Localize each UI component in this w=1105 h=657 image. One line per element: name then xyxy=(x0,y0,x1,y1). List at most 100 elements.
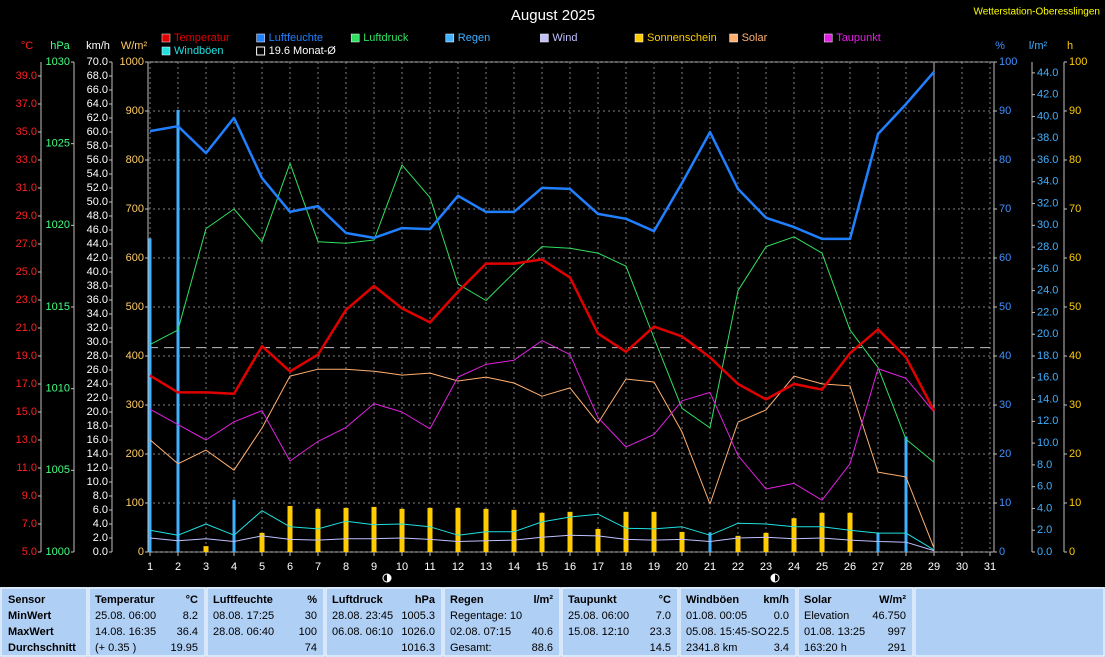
legend-label: Solar xyxy=(742,32,768,44)
series-line xyxy=(149,70,935,241)
y-tick-label: 0 xyxy=(138,546,144,558)
x-tick-label: 10 xyxy=(396,561,408,573)
x-tick-label: 12 xyxy=(452,561,464,573)
y-tick-label: 24.0 xyxy=(1037,285,1058,297)
series-line xyxy=(149,534,935,552)
bar xyxy=(735,535,741,552)
cell-value: 14.5 xyxy=(650,642,671,654)
legend-swatch xyxy=(729,33,738,43)
legend-swatch xyxy=(161,46,171,56)
y-tick-label: 60.0 xyxy=(87,126,108,138)
summary-cell xyxy=(206,587,325,657)
cell-value: 40.6 xyxy=(532,626,553,638)
legend-label: Regen xyxy=(458,32,490,44)
cell-value: 997 xyxy=(888,626,906,638)
y-tick-label: 100 xyxy=(1069,56,1087,68)
column-unit: °C xyxy=(659,594,671,606)
summary-cell xyxy=(914,587,1105,657)
cell-value: 8.2 xyxy=(183,610,198,622)
bar xyxy=(847,512,853,552)
y-tick-label: 10.0 xyxy=(1037,437,1058,449)
legend-label: 19.6 Monat-Ø xyxy=(269,45,337,57)
bar xyxy=(176,109,180,553)
y-tick-label: 46.0 xyxy=(87,224,108,236)
column-header: Luftfeuchte xyxy=(213,594,273,606)
column-header: Luftdruck xyxy=(332,594,384,606)
bar xyxy=(595,528,601,552)
bar xyxy=(315,508,321,552)
y-tick-label: 0 xyxy=(999,546,1005,558)
x-tick-label: 22 xyxy=(732,561,744,573)
bar xyxy=(455,507,461,552)
summary-cell xyxy=(797,587,914,657)
y-tick-label: 80 xyxy=(999,154,1011,166)
y-tick-label: 19.0 xyxy=(16,350,37,362)
cell-text: 08.08. 17:25 xyxy=(213,610,274,622)
series-line xyxy=(149,340,935,501)
axis-unit: °C xyxy=(21,40,33,52)
summary-cell xyxy=(679,587,797,657)
y-tick-label: 100 xyxy=(999,56,1017,68)
x-tick-label: 19 xyxy=(648,561,660,573)
row-label: MaxWert xyxy=(8,626,54,638)
summary-table: Sensor MinWert MaxWert Durchschnitt Temperat… xyxy=(0,587,1105,657)
summary-cell xyxy=(443,587,561,657)
y-tick-label: 0 xyxy=(1069,546,1075,558)
cell-value: 1016.3 xyxy=(401,642,435,654)
y-tick-label: 8.0 xyxy=(1037,459,1052,471)
row-label: Sensor xyxy=(8,594,46,606)
y-tick-label: 2.0 xyxy=(93,532,108,544)
y-tick-label: 33.0 xyxy=(16,154,37,166)
bar xyxy=(203,546,209,552)
cell-text: 2341.8 km xyxy=(686,642,737,654)
y-tick-label: 40 xyxy=(1069,350,1081,362)
legend-swatch xyxy=(161,33,171,43)
summary-cell xyxy=(88,587,206,657)
column-header: Windböen xyxy=(686,594,739,606)
bar xyxy=(427,507,433,552)
y-tick-label: 2.0 xyxy=(1037,524,1052,536)
y-tick-label: 200 xyxy=(126,448,144,460)
x-tick-label: 24 xyxy=(788,561,800,573)
cell-text: 01.08. 00:05 xyxy=(686,610,747,622)
column-unit: km/h xyxy=(763,594,789,606)
y-tick-label: 70 xyxy=(1069,203,1081,215)
y-tick-label: 14.0 xyxy=(87,448,108,460)
y-tick-label: 64.0 xyxy=(87,98,108,110)
y-tick-label: 16.0 xyxy=(87,434,108,446)
y-tick-label: 7.0 xyxy=(22,518,37,530)
y-tick-label: 11.0 xyxy=(16,462,37,474)
y-tick-label: 90 xyxy=(999,105,1011,117)
bar xyxy=(148,238,152,552)
y-tick-label: 6.0 xyxy=(93,504,108,516)
column-unit: hPa xyxy=(415,594,436,606)
y-tick-label: 1020 xyxy=(46,219,70,231)
bar xyxy=(791,518,797,552)
y-tick-label: 13.0 xyxy=(16,434,37,446)
bar xyxy=(232,499,236,552)
y-tick-label: 70 xyxy=(999,203,1011,215)
column-header: Taupunkt xyxy=(568,594,617,606)
y-tick-label: 6.0 xyxy=(1037,481,1052,493)
column-unit: l/m² xyxy=(533,594,553,606)
x-tick-label: 11 xyxy=(424,561,435,573)
x-tick-label: 5 xyxy=(259,561,265,573)
cell-text: 02.08. 07:15 xyxy=(450,626,511,638)
cell-value: 291 xyxy=(888,642,906,654)
cell-value: 1005.3 xyxy=(401,610,435,622)
y-tick-label: 26.0 xyxy=(1037,263,1058,275)
cell-text: 25.08. 06:00 xyxy=(568,610,629,622)
y-tick-label: 400 xyxy=(126,350,144,362)
x-tick-label: 25 xyxy=(816,561,828,573)
summary-background xyxy=(0,587,1105,657)
summary-cell xyxy=(325,587,443,657)
y-tick-label: 90 xyxy=(1069,105,1081,117)
axis-unit: hPa xyxy=(50,40,70,52)
y-tick-label: 1030 xyxy=(46,56,70,68)
y-tick-label: 60 xyxy=(1069,252,1081,264)
cell-text: Elevation xyxy=(804,610,849,622)
x-tick-label: 28 xyxy=(900,561,912,573)
legend-label: Sonnenschein xyxy=(647,32,717,44)
bar xyxy=(876,533,880,552)
